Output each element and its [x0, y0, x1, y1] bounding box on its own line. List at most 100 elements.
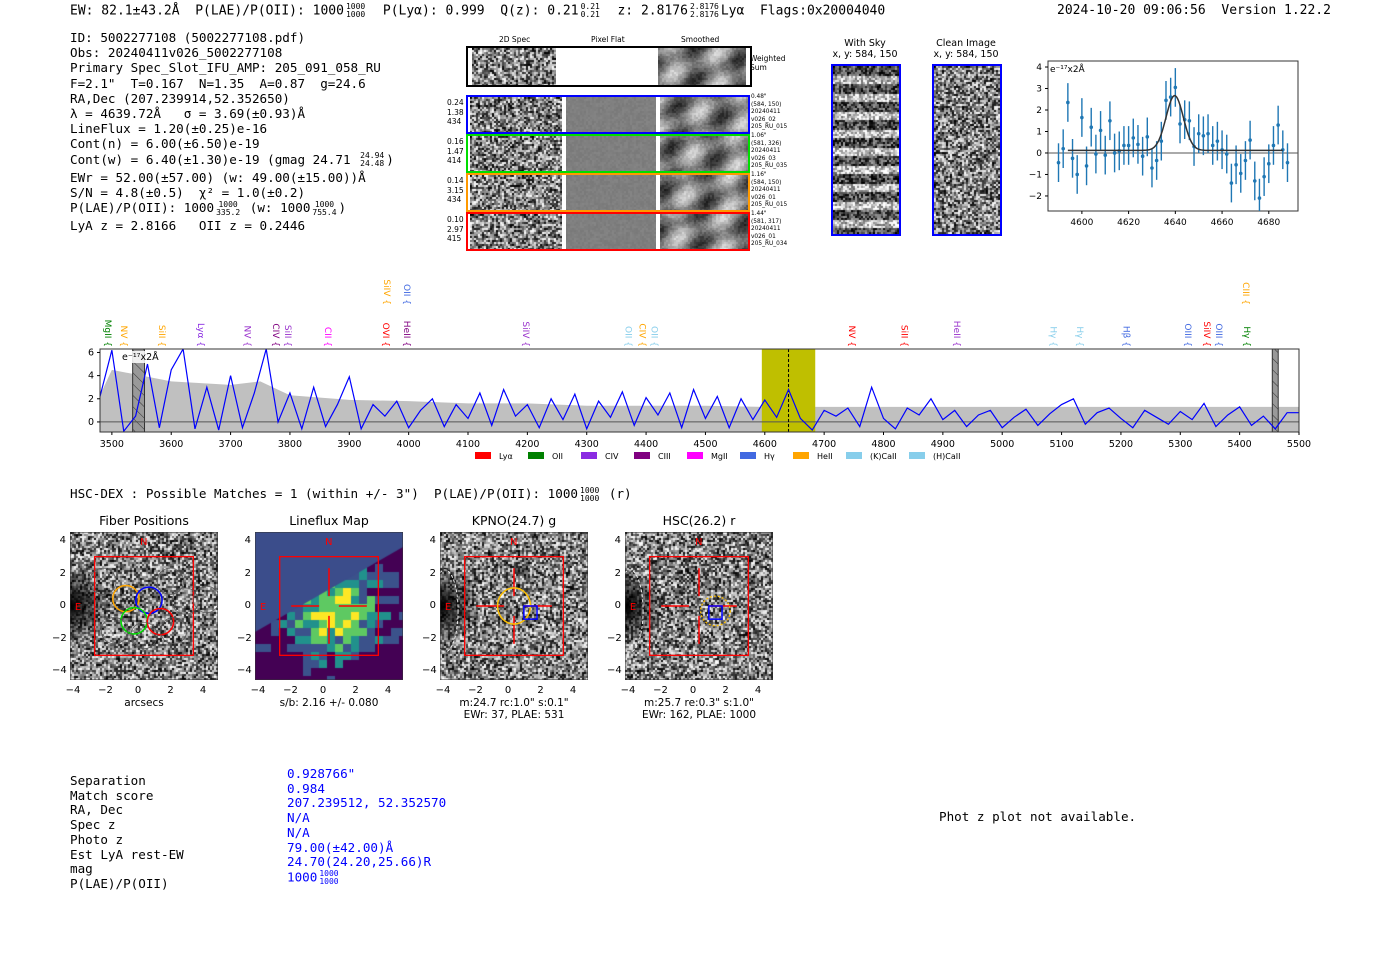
- x-tick-label: −4: [250, 685, 266, 696]
- fiber-meta-line: 1.44": [751, 211, 767, 217]
- cutout-overlay: NE: [255, 532, 403, 680]
- fiber-meta-line: 20240411: [751, 187, 781, 194]
- x-tick-label: 4: [569, 685, 577, 696]
- col-title-2d: 2D Spec: [499, 35, 531, 44]
- data-point: [1126, 126, 1131, 165]
- compass-east: E: [75, 602, 81, 613]
- fiber-stat: 0.10: [447, 215, 464, 224]
- legend-label: Lyα: [499, 452, 513, 461]
- fiber-meta: 1.44" (581, 317) 20240411 v026_01 205_RU_034: [751, 211, 787, 249]
- compass-east: E: [630, 602, 636, 613]
- y-tick-label: 4: [59, 535, 66, 546]
- y-tick-label: −4: [237, 665, 252, 676]
- detail-label: P(LAE)/P(OII): [70, 875, 169, 891]
- legend-swatch: [687, 452, 703, 459]
- y-tick-label: 2: [429, 567, 436, 579]
- x-tick-label: 4700: [812, 439, 836, 450]
- compass-north: N: [140, 537, 147, 548]
- x-tick-label: 2: [167, 685, 174, 696]
- y-tick-label: 4: [429, 535, 436, 546]
- col-title-flat: Pixel Flat: [591, 35, 625, 44]
- fiber-circle: [130, 622, 158, 650]
- compass-east: E: [445, 602, 451, 613]
- data-point: [1187, 101, 1192, 141]
- fiber-meta-line: 20240411: [751, 226, 781, 233]
- legend-label: CIV: [605, 452, 619, 461]
- y-tick-label: 0: [614, 600, 621, 611]
- cutout-title: HSC(26.2) r: [662, 513, 736, 528]
- emission-line-label: Hγ {: [1074, 326, 1084, 347]
- legend-swatch: [581, 452, 597, 459]
- data-point: [1234, 145, 1238, 185]
- fiber-meta-line: (584, 150): [751, 101, 782, 108]
- data-point: [1154, 141, 1159, 180]
- fiber-smoothed: [660, 175, 748, 210]
- y-tick-label: −2: [422, 632, 437, 644]
- fiber-circle: [120, 606, 149, 635]
- emission-line-label: CII {: [322, 327, 332, 347]
- y-tick-label: 2: [88, 394, 94, 405]
- fiber-stats: 0.16 1.47 414: [447, 137, 464, 166]
- clean-image: [932, 64, 1002, 236]
- fiber-meta-line: (581, 317): [751, 218, 782, 225]
- photz-message: Phot z plot not available.: [939, 809, 1137, 824]
- y-tick-label: 3: [1036, 85, 1042, 95]
- x-tick-label: 3500: [100, 439, 124, 450]
- x-tick-label: 4: [199, 685, 207, 696]
- ew: EW: 82.1±43.2Å: [70, 3, 180, 19]
- fiber-meta-line: v026_01: [751, 233, 776, 240]
- y-tick-label: −1: [1029, 170, 1042, 180]
- fiber-circle: [146, 607, 175, 636]
- fiber-meta-line: 205_RU_034: [751, 241, 788, 248]
- data-point: [1196, 114, 1201, 153]
- plae: P(LAE)/P(OII): 1000: [195, 3, 344, 19]
- match-detail-values: 0.928766" 0.984 207.239512, 52.352570 N/A N/…: [287, 766, 446, 886]
- data-point: [1075, 155, 1080, 194]
- aperture-box: [464, 556, 564, 656]
- data-point: [1262, 157, 1266, 196]
- fiber-meta: 1.16" (584, 150) 20240411 v026_01 205_RU_015: [751, 172, 787, 210]
- fiber-meta-line: 20240411: [751, 148, 781, 155]
- fiber-meta-line: v026_02: [751, 116, 776, 123]
- legend-label: OII: [552, 452, 563, 461]
- data-point: [1215, 121, 1220, 161]
- x-tick-label: 4300: [575, 439, 599, 450]
- data-point: [1150, 148, 1154, 188]
- y-tick-label: 4: [1036, 63, 1042, 73]
- x-tick-label: 4: [384, 685, 392, 696]
- x-tick-label: 3600: [159, 439, 183, 450]
- y-tick-label: −4: [52, 665, 67, 676]
- y-tick-label: 0: [59, 600, 66, 611]
- unit-label: e⁻¹⁷x2Å: [1050, 63, 1086, 75]
- legend-label: (H)CaII: [933, 452, 960, 461]
- fiber-circle: [112, 584, 140, 613]
- plot-frame: [99, 348, 1300, 433]
- noise-envelope: [100, 369, 1299, 432]
- fiber-meta-line: 205_RU_015: [751, 124, 788, 131]
- data-point: [1094, 134, 1098, 174]
- fiber-meta: 0.48" (584, 150) 20240411 v026_02 205_RU_015: [751, 94, 787, 132]
- data-point: [1285, 143, 1290, 182]
- emission-line-label: Lyα {: [195, 323, 205, 347]
- legend-swatch: [475, 452, 491, 459]
- emission-line-label: OII {: [401, 284, 411, 305]
- legend-label: Hγ: [764, 452, 775, 461]
- with-sky-title: With Sky x, y: 584, 150: [832, 38, 898, 60]
- fiber-stat: 1.38: [447, 107, 464, 117]
- detail-value: 0.984: [287, 780, 325, 796]
- fiber-circle: [100, 617, 128, 645]
- cutout-overlay: NE: [440, 532, 588, 680]
- emission-line-label: SiII {: [898, 325, 908, 347]
- x-tick-label: 5000: [990, 439, 1014, 450]
- data-point: [1206, 114, 1210, 153]
- matches-title: HSC-DEX : Possible Matches = 1 (within +…: [70, 485, 632, 503]
- cutout-caption: m:25.7 re:0.3" s:1.0": [644, 697, 754, 709]
- fiber-meta-line: (584, 150): [751, 179, 782, 186]
- fiber-meta-line: 0.48": [751, 94, 767, 100]
- weighted-smoothed: [658, 48, 746, 85]
- y-tick-label: −4: [607, 665, 622, 676]
- emission-line-label: SiIV {: [520, 321, 530, 347]
- x-tick-label: 4200: [515, 439, 539, 450]
- fiber-meta-line: 205_RU_035: [751, 163, 788, 170]
- legend-label: CIII: [658, 452, 671, 461]
